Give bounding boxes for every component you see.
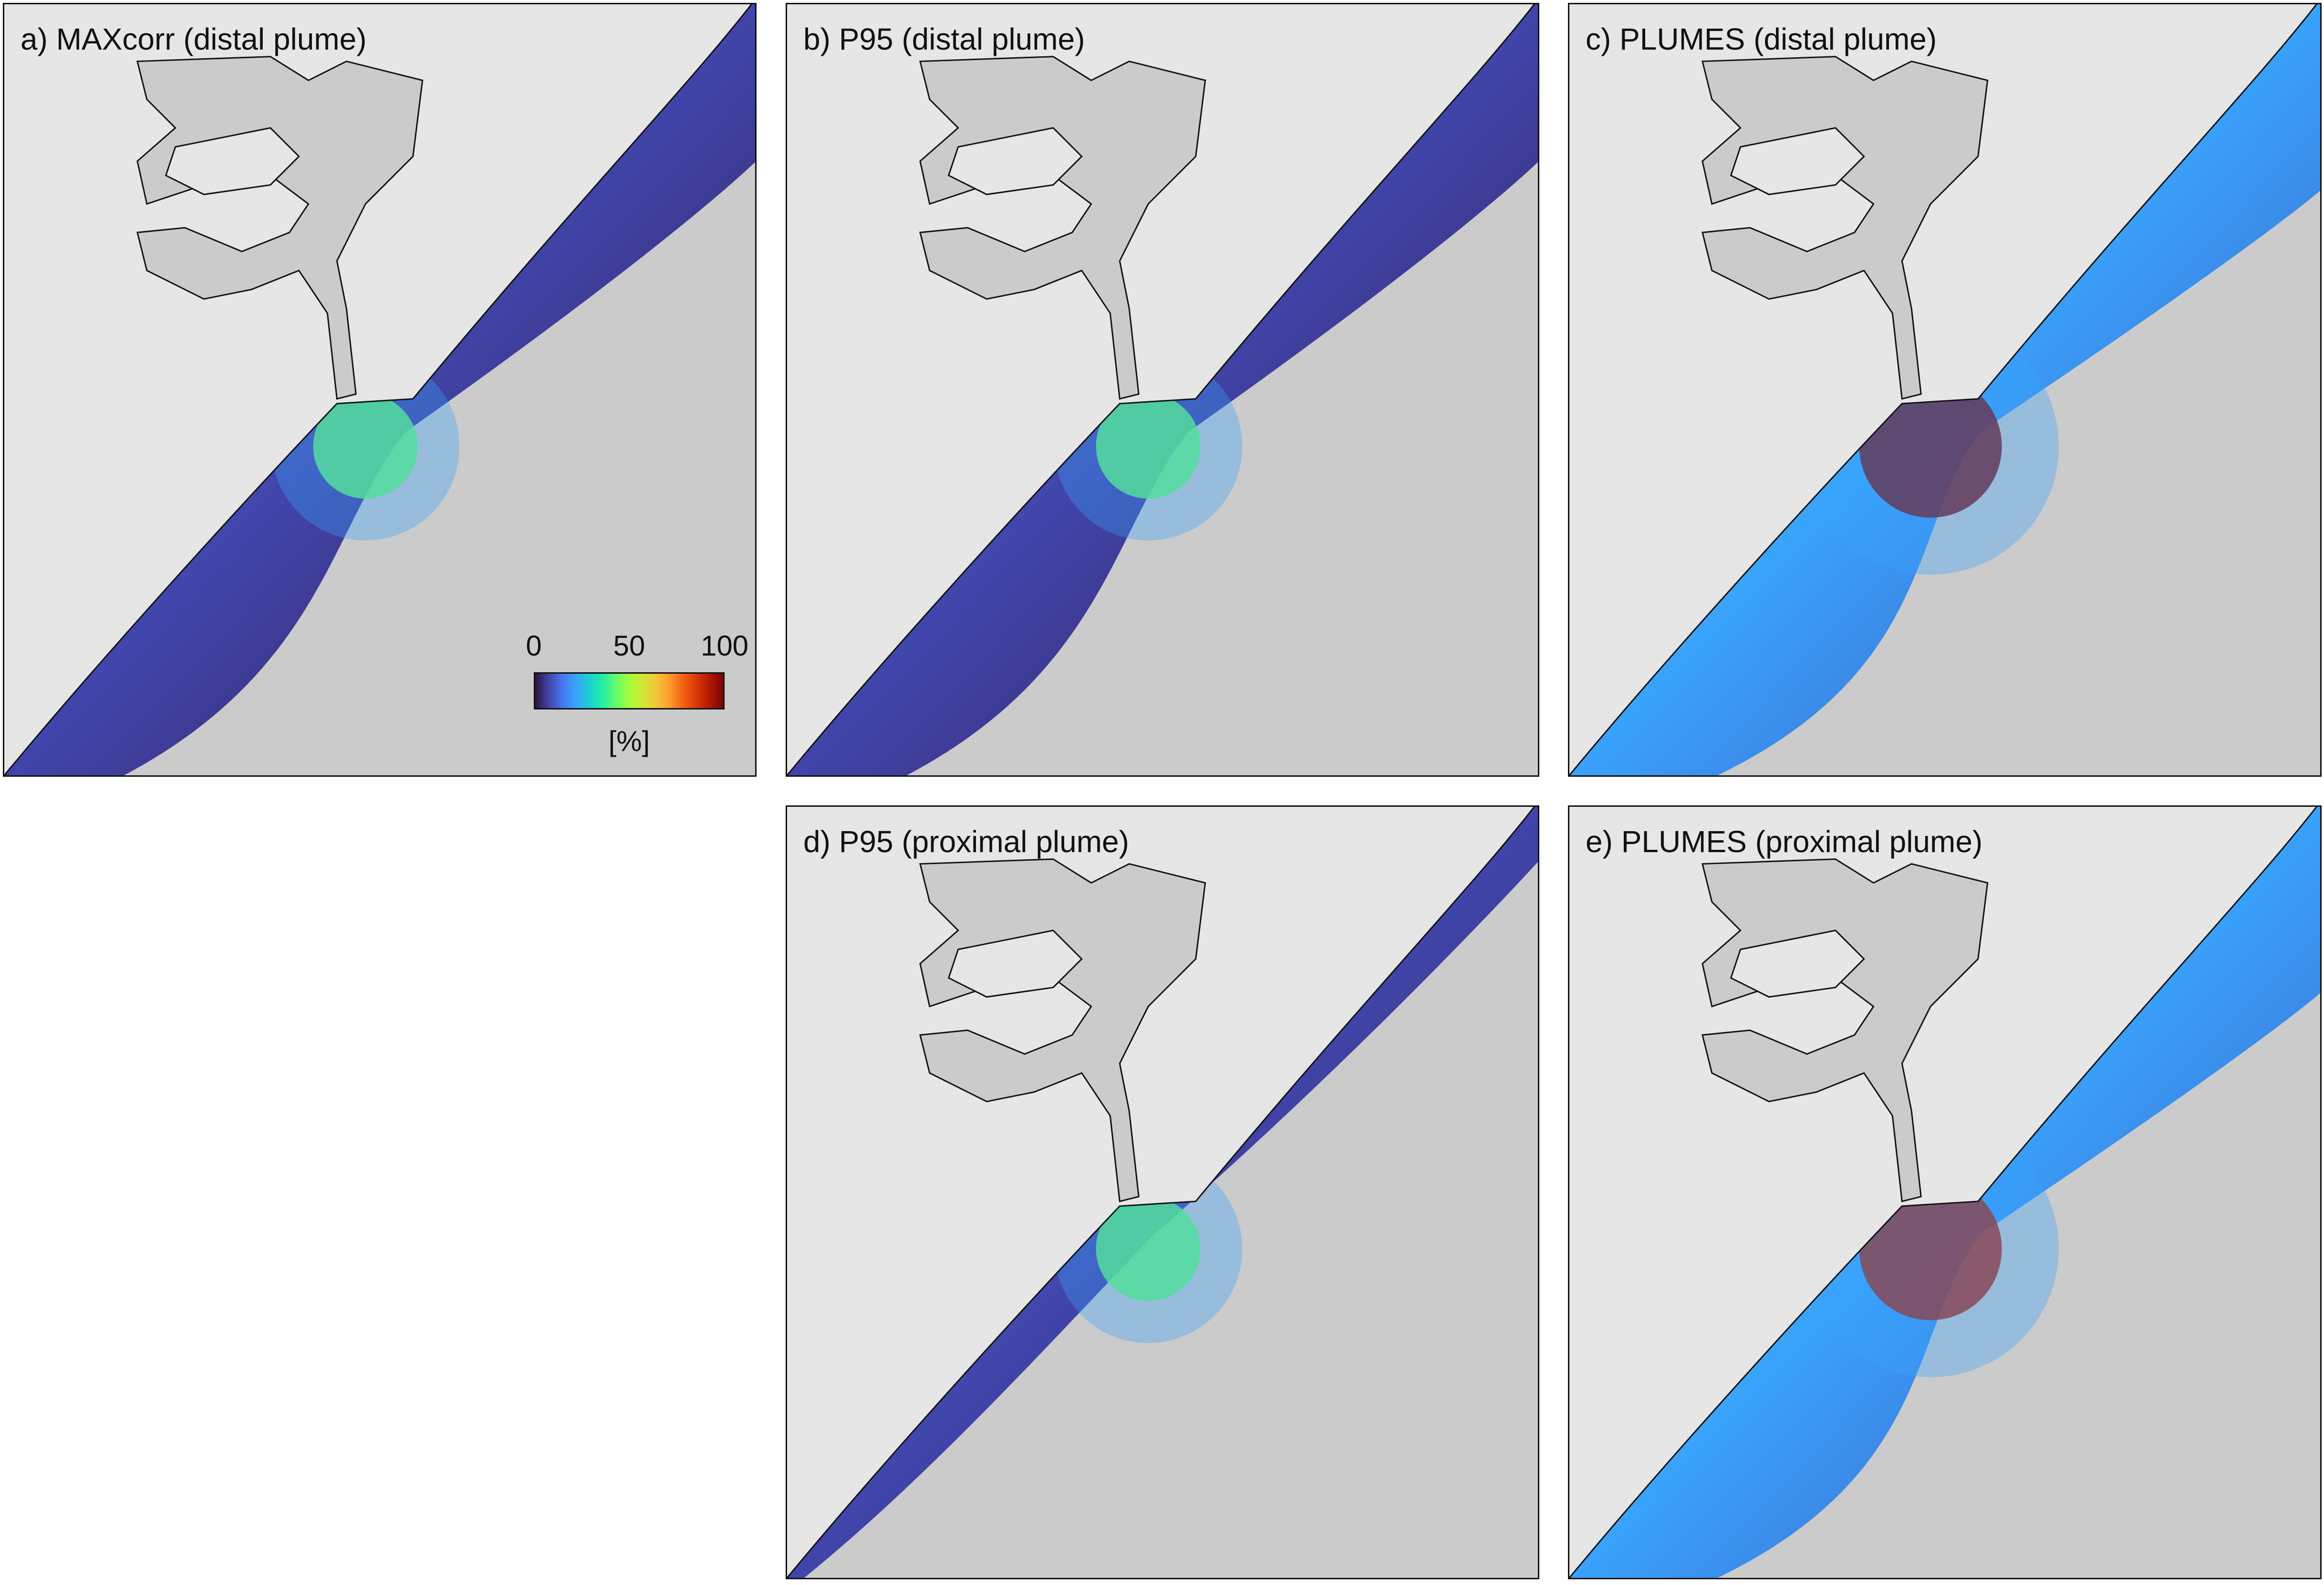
river-mouth-hotspot <box>313 394 418 499</box>
panel-title-c: c) PLUMES (distal plume) <box>1586 22 1937 56</box>
coastline <box>787 4 1536 775</box>
panel-title-e: e) PLUMES (proximal plume) <box>1586 824 1983 859</box>
lagoon-island <box>947 929 1083 998</box>
coastline <box>787 807 1536 1578</box>
plume-extent <box>1569 4 2320 775</box>
panel-title-b: b) P95 (distal plume) <box>803 22 1085 56</box>
map-d <box>787 807 1538 1578</box>
map-c <box>1569 4 2320 775</box>
panel-title-a: a) MAXcorr (distal plume) <box>21 22 367 56</box>
land-mass <box>787 807 1538 1578</box>
plume-extent <box>1569 807 2320 1578</box>
map-panel-b: b) P95 (distal plume) <box>786 3 1539 777</box>
land-mass <box>4 4 755 775</box>
lagoon-island <box>1730 127 1865 196</box>
land-mass <box>1569 807 2320 1578</box>
map-panel-e: e) PLUMES (proximal plume) <box>1568 805 2322 1579</box>
colorbar-tick-100: 100 <box>700 630 749 662</box>
map-a <box>4 4 755 775</box>
plume-extent <box>4 4 755 775</box>
plume-extent <box>787 807 1538 1578</box>
map-e <box>1569 807 2320 1578</box>
lagoon-island <box>165 127 300 196</box>
lagoon-island <box>1730 929 1865 998</box>
colorbar-unit: [%] <box>608 725 650 757</box>
panel-title-d: d) P95 (proximal plume) <box>803 824 1129 859</box>
colorbar-tick-0: 0 <box>526 630 542 662</box>
coastline <box>4 4 753 775</box>
map-panel-a: a) MAXcorr (distal plume) 0 50 100 [%] <box>3 3 757 777</box>
lagoon-island <box>947 127 1083 196</box>
map-b <box>787 4 1538 775</box>
colorbar-tick-50: 50 <box>613 630 645 662</box>
coastline <box>1569 4 2318 775</box>
map-panel-d: d) P95 (proximal plume) <box>786 805 1539 1579</box>
colorbar: 0 50 100 [%] <box>526 629 748 768</box>
plume-extent <box>787 4 1538 775</box>
land-mass <box>787 4 1538 775</box>
coastline <box>1569 807 2318 1578</box>
river-mouth-hotspot <box>1096 394 1201 499</box>
map-panel-c: c) PLUMES (distal plume) <box>1568 3 2322 777</box>
colorbar-gradient <box>534 672 725 709</box>
river-mouth-hotspot <box>1096 1196 1201 1302</box>
land-mass <box>1569 4 2320 775</box>
